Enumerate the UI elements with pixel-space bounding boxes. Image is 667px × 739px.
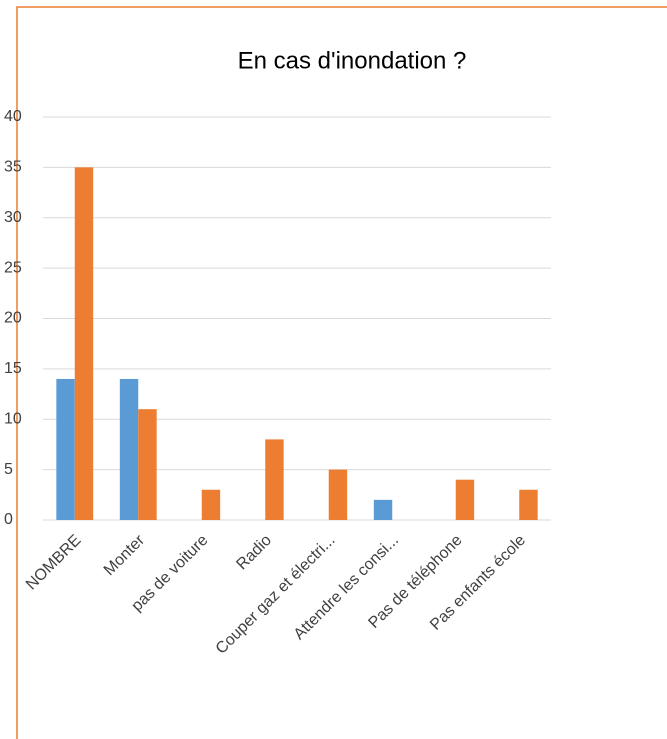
y-tick-label: 15 <box>4 360 22 377</box>
chart-frame <box>16 6 667 739</box>
bar <box>455 479 475 520</box>
y-tick-label: 25 <box>4 259 22 276</box>
y-tick-label: 5 <box>4 461 13 478</box>
bar <box>138 409 157 520</box>
y-tick-label: 10 <box>4 410 22 427</box>
x-tick-label: Monter <box>101 531 149 579</box>
y-tick-label: 0 <box>4 511 13 528</box>
bar <box>56 378 75 520</box>
bar <box>119 378 139 520</box>
y-tick-label: 30 <box>4 209 22 226</box>
x-tick-label: Radio <box>233 532 275 574</box>
bar <box>74 167 94 520</box>
x-tick-label: NOMBRE <box>23 532 85 594</box>
bar <box>373 499 393 520</box>
y-tick-label: 20 <box>4 310 22 327</box>
y-tick-label: 40 <box>4 108 22 125</box>
bar <box>328 469 348 520</box>
bar <box>265 439 284 520</box>
bar <box>201 489 221 520</box>
bar <box>519 489 538 520</box>
x-tick-label: Couper gaz et électri... <box>213 532 339 658</box>
chart-title: En cas d'inondation ? <box>238 47 467 74</box>
x-tick-label: Attendre les consi... <box>291 532 402 643</box>
y-tick-label: 35 <box>4 159 22 176</box>
